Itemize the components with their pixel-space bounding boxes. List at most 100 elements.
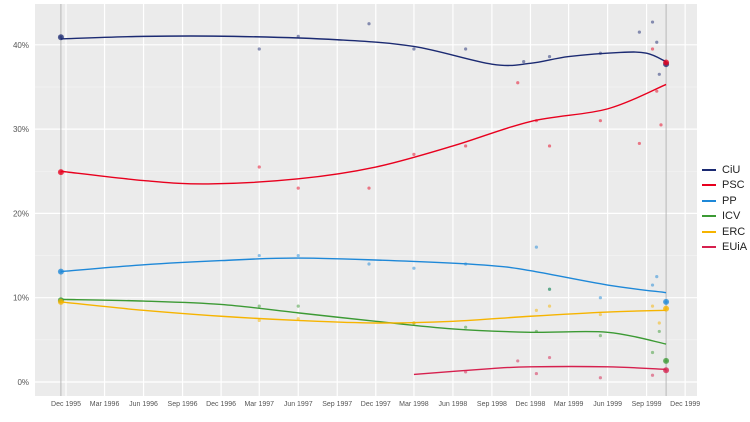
election-result-psc (57, 169, 64, 176)
poll-point-erc (296, 317, 300, 321)
election-result-pp (57, 268, 64, 275)
poll-point-icv (464, 325, 468, 329)
trend-line-pp (60, 257, 667, 294)
x-tick-label: Sep 1998 (477, 401, 507, 408)
legend-swatch (702, 230, 716, 233)
poll-point-erc (257, 318, 261, 323)
poll-point-pp (598, 296, 602, 300)
x-tick-label: Mar 1996 (90, 401, 120, 408)
trend-line-euia (413, 365, 667, 376)
poll-point-euia (547, 355, 552, 360)
poll-point-euia (598, 376, 602, 380)
poll-point-erc (547, 304, 552, 308)
poll-point-psc (367, 186, 371, 190)
x-tick-label: Jun 1998 (439, 401, 468, 408)
poll-point-psc (516, 81, 520, 85)
x-tick-label: Mar 1998 (399, 401, 429, 408)
y-tick-label: 10% (13, 294, 29, 303)
poll-point-ciu (296, 34, 300, 38)
poll-point-psc (257, 165, 261, 169)
poll-point-psc (659, 123, 663, 127)
poll-point-psc (464, 144, 468, 148)
y-tick-label: 0% (17, 378, 29, 387)
legend-item-pp: PP (702, 193, 747, 209)
legend-label: PP (722, 194, 737, 207)
x-tick-label: Sep 1997 (322, 401, 352, 408)
trend-line-erc (60, 301, 667, 324)
x-tick-label: Dec 1998 (515, 401, 545, 408)
legend-swatch (702, 215, 716, 218)
x-tick-label: Dec 1995 (51, 401, 81, 408)
legend-item-icv: ICV (702, 209, 747, 225)
poll-point-ciu (637, 30, 641, 34)
poll-point-pp (296, 253, 300, 258)
poll-point-ciu (547, 55, 552, 59)
poll-point-ciu (650, 20, 655, 24)
legend-swatch (702, 168, 716, 171)
poll-point-icv (257, 304, 261, 308)
legend-item-erc: ERC (702, 224, 747, 240)
election-result-pp (663, 298, 670, 305)
election-result-psc (663, 59, 670, 66)
poll-point-psc (655, 89, 659, 93)
poll-point-erc (657, 321, 661, 325)
poll-point-icv (598, 334, 602, 338)
plot-background (35, 4, 697, 396)
poll-point-euia (534, 371, 539, 376)
x-tick-label: Mar 1999 (554, 401, 584, 408)
poll-point-pp (534, 245, 539, 249)
trend-line-psc (60, 83, 667, 185)
poll-point-euia (650, 373, 655, 377)
poll-point-psc (637, 141, 641, 146)
election-result-euia (663, 367, 670, 374)
poll-point-pp (650, 283, 655, 287)
poll-point-erc (598, 312, 602, 317)
x-tick-label: Sep 1999 (632, 401, 662, 408)
poll-point-icv (547, 287, 552, 291)
y-tick-label: 20% (13, 209, 29, 218)
legend-label: ERC (722, 225, 746, 238)
legend-swatch (702, 199, 716, 202)
legend-label: CiU (722, 163, 741, 176)
poll-point-icv (650, 350, 655, 355)
poll-point-psc (412, 152, 416, 156)
trend-line-ciu (60, 35, 667, 67)
x-tick-label: Sep 1996 (168, 401, 198, 408)
poll-point-ciu (464, 47, 468, 51)
election-result-erc (57, 298, 64, 305)
legend-label: ICV (722, 210, 741, 223)
x-tick-label: Dec 1999 (670, 401, 700, 408)
poll-point-euia (516, 359, 520, 363)
poll-point-erc (534, 308, 539, 312)
legend-swatch (702, 184, 716, 187)
x-tick-label: Jun 1999 (593, 401, 622, 408)
poll-point-ciu (657, 72, 661, 76)
election-result-icv (663, 357, 670, 364)
poll-point-erc (650, 304, 655, 308)
trend-line-icv (60, 298, 667, 345)
poll-point-psc (598, 119, 602, 123)
legend-item-psc: PSC (702, 178, 747, 194)
poll-point-pp (367, 262, 371, 266)
poll-point-pp (257, 253, 261, 258)
legend-item-ciu: CiU (702, 162, 747, 178)
x-tick-label: Jun 1996 (129, 401, 158, 408)
y-tick-label: 30% (13, 125, 29, 134)
y-tick-label: 40% (13, 41, 29, 50)
x-tick-label: Dec 1996 (206, 401, 236, 408)
poll-point-psc (296, 186, 300, 190)
poll-point-psc (547, 144, 552, 148)
x-tick-label: Dec 1997 (361, 401, 391, 408)
poll-point-pp (655, 275, 659, 279)
poll-point-ciu (367, 22, 371, 26)
poll-point-ciu (655, 40, 659, 44)
poll-point-ciu (522, 60, 526, 64)
legend-swatch (702, 246, 716, 249)
x-tick-label: Jun 1997 (284, 401, 313, 408)
poll-point-psc (650, 47, 655, 51)
poll-point-pp (412, 266, 416, 270)
x-tick-label: Mar 1997 (244, 401, 274, 408)
legend: CiU PSC PP ICV ERC EUiA (702, 162, 747, 255)
